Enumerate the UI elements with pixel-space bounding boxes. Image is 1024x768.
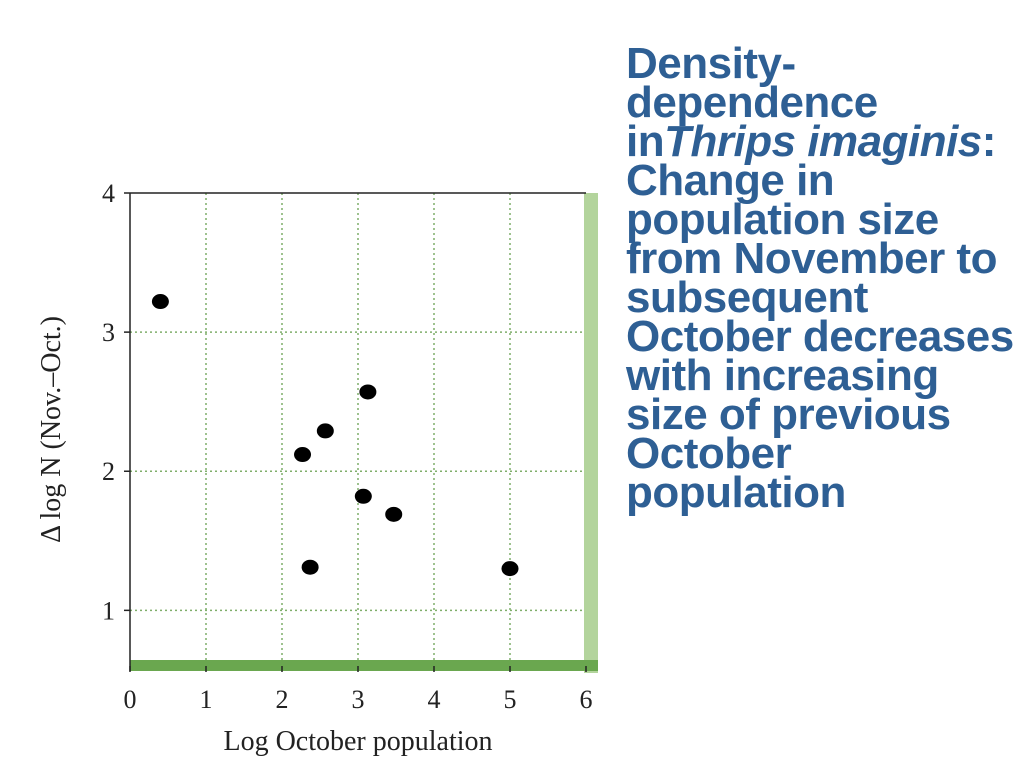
data-point	[151, 294, 169, 310]
x-tick-label: 1	[200, 685, 213, 714]
data-point	[294, 447, 312, 463]
data-point	[385, 506, 403, 522]
data-point	[316, 423, 334, 439]
x-tick-label: 2	[276, 685, 289, 714]
slide-caption: Density-dependence inThrips imaginis: Ch…	[626, 42, 1018, 515]
y-tick-label: 3	[102, 318, 115, 347]
data-point	[501, 561, 519, 577]
y-tick-label: 4	[102, 179, 115, 208]
y-axis-title: Δ log N (Nov.–Oct.)	[36, 316, 67, 543]
x-tick-label: 0	[124, 685, 137, 714]
scatter-chart: 0 1 2 3 4 5 6 1 2 3 4 Log October population Δ lo…	[36, 179, 598, 757]
y-tick-label: 2	[102, 457, 115, 486]
x-tick-labels: 0 1 2 3 4 5 6	[124, 685, 593, 714]
x-tick-label: 4	[428, 685, 441, 714]
grid-lines	[130, 193, 586, 666]
tick-marks	[124, 192, 587, 672]
x-tick-label: 3	[352, 685, 365, 714]
y-tick-label: 1	[102, 596, 115, 625]
data-point	[354, 488, 372, 504]
data-points	[151, 294, 519, 577]
x-axis-title: Log October population	[223, 726, 492, 757]
y-tick-labels: 1 2 3 4	[102, 179, 115, 625]
x-axis-bar	[130, 660, 598, 671]
caption-text-start: Density-dependence in	[626, 39, 878, 166]
x-tick-label: 5	[504, 685, 517, 714]
data-point	[359, 384, 377, 400]
caption-species-name: Thrips imaginis	[664, 117, 982, 166]
data-point	[301, 559, 319, 575]
x-tick-label: 6	[580, 685, 593, 714]
caption-text-end: : Change in population size from Novembe…	[626, 117, 1014, 517]
right-accent-bar	[584, 193, 598, 673]
